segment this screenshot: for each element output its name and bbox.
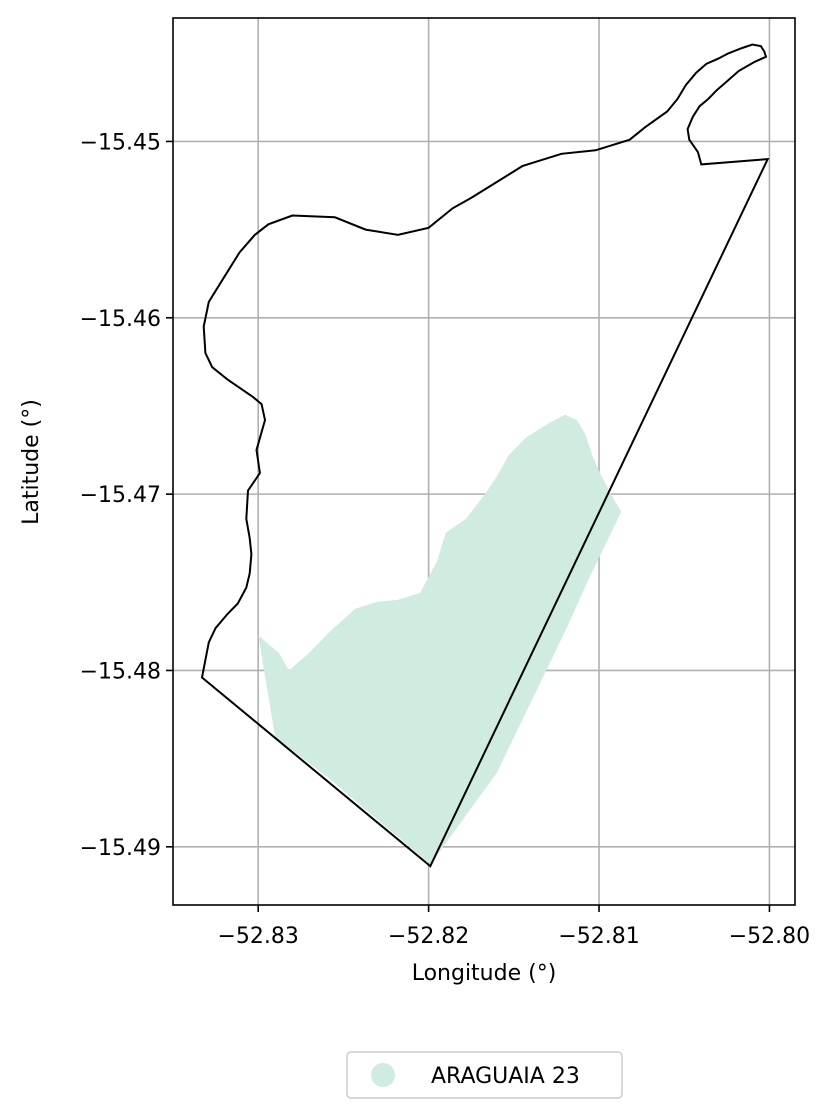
- legend-frame: [346, 1051, 623, 1099]
- y-tick-label: −15.48: [80, 659, 161, 684]
- y-axis-label: Latitude (°): [19, 399, 44, 525]
- y-tick-label: −15.47: [80, 483, 161, 508]
- legend: ARAGUAIA 23: [346, 1051, 623, 1099]
- y-tick-label: −15.45: [80, 130, 161, 155]
- x-tick-label: −52.82: [388, 924, 469, 949]
- x-tick-label: −52.81: [558, 924, 639, 949]
- plot-frame: [172, 17, 796, 906]
- y-axis-ticks: −15.45 −15.46 −15.47 −15.48 −15.49: [80, 130, 173, 861]
- x-axis-label: Longitude (°): [412, 961, 557, 986]
- region-araguaia-23: [258, 414, 622, 865]
- boundary-outline: [200, 43, 770, 868]
- y-tick-label: −15.49: [80, 836, 161, 861]
- x-axis-ticks: −52.83 −52.82 −52.81 −52.80: [217, 905, 810, 949]
- x-tick-label: −52.83: [217, 924, 298, 949]
- legend-label: ARAGUAIA 23: [431, 1064, 580, 1089]
- grid-lines: [173, 18, 795, 905]
- x-tick-label: −52.80: [729, 924, 810, 949]
- legend-swatch-icon: [371, 1063, 395, 1087]
- y-tick-label: −15.46: [80, 307, 161, 332]
